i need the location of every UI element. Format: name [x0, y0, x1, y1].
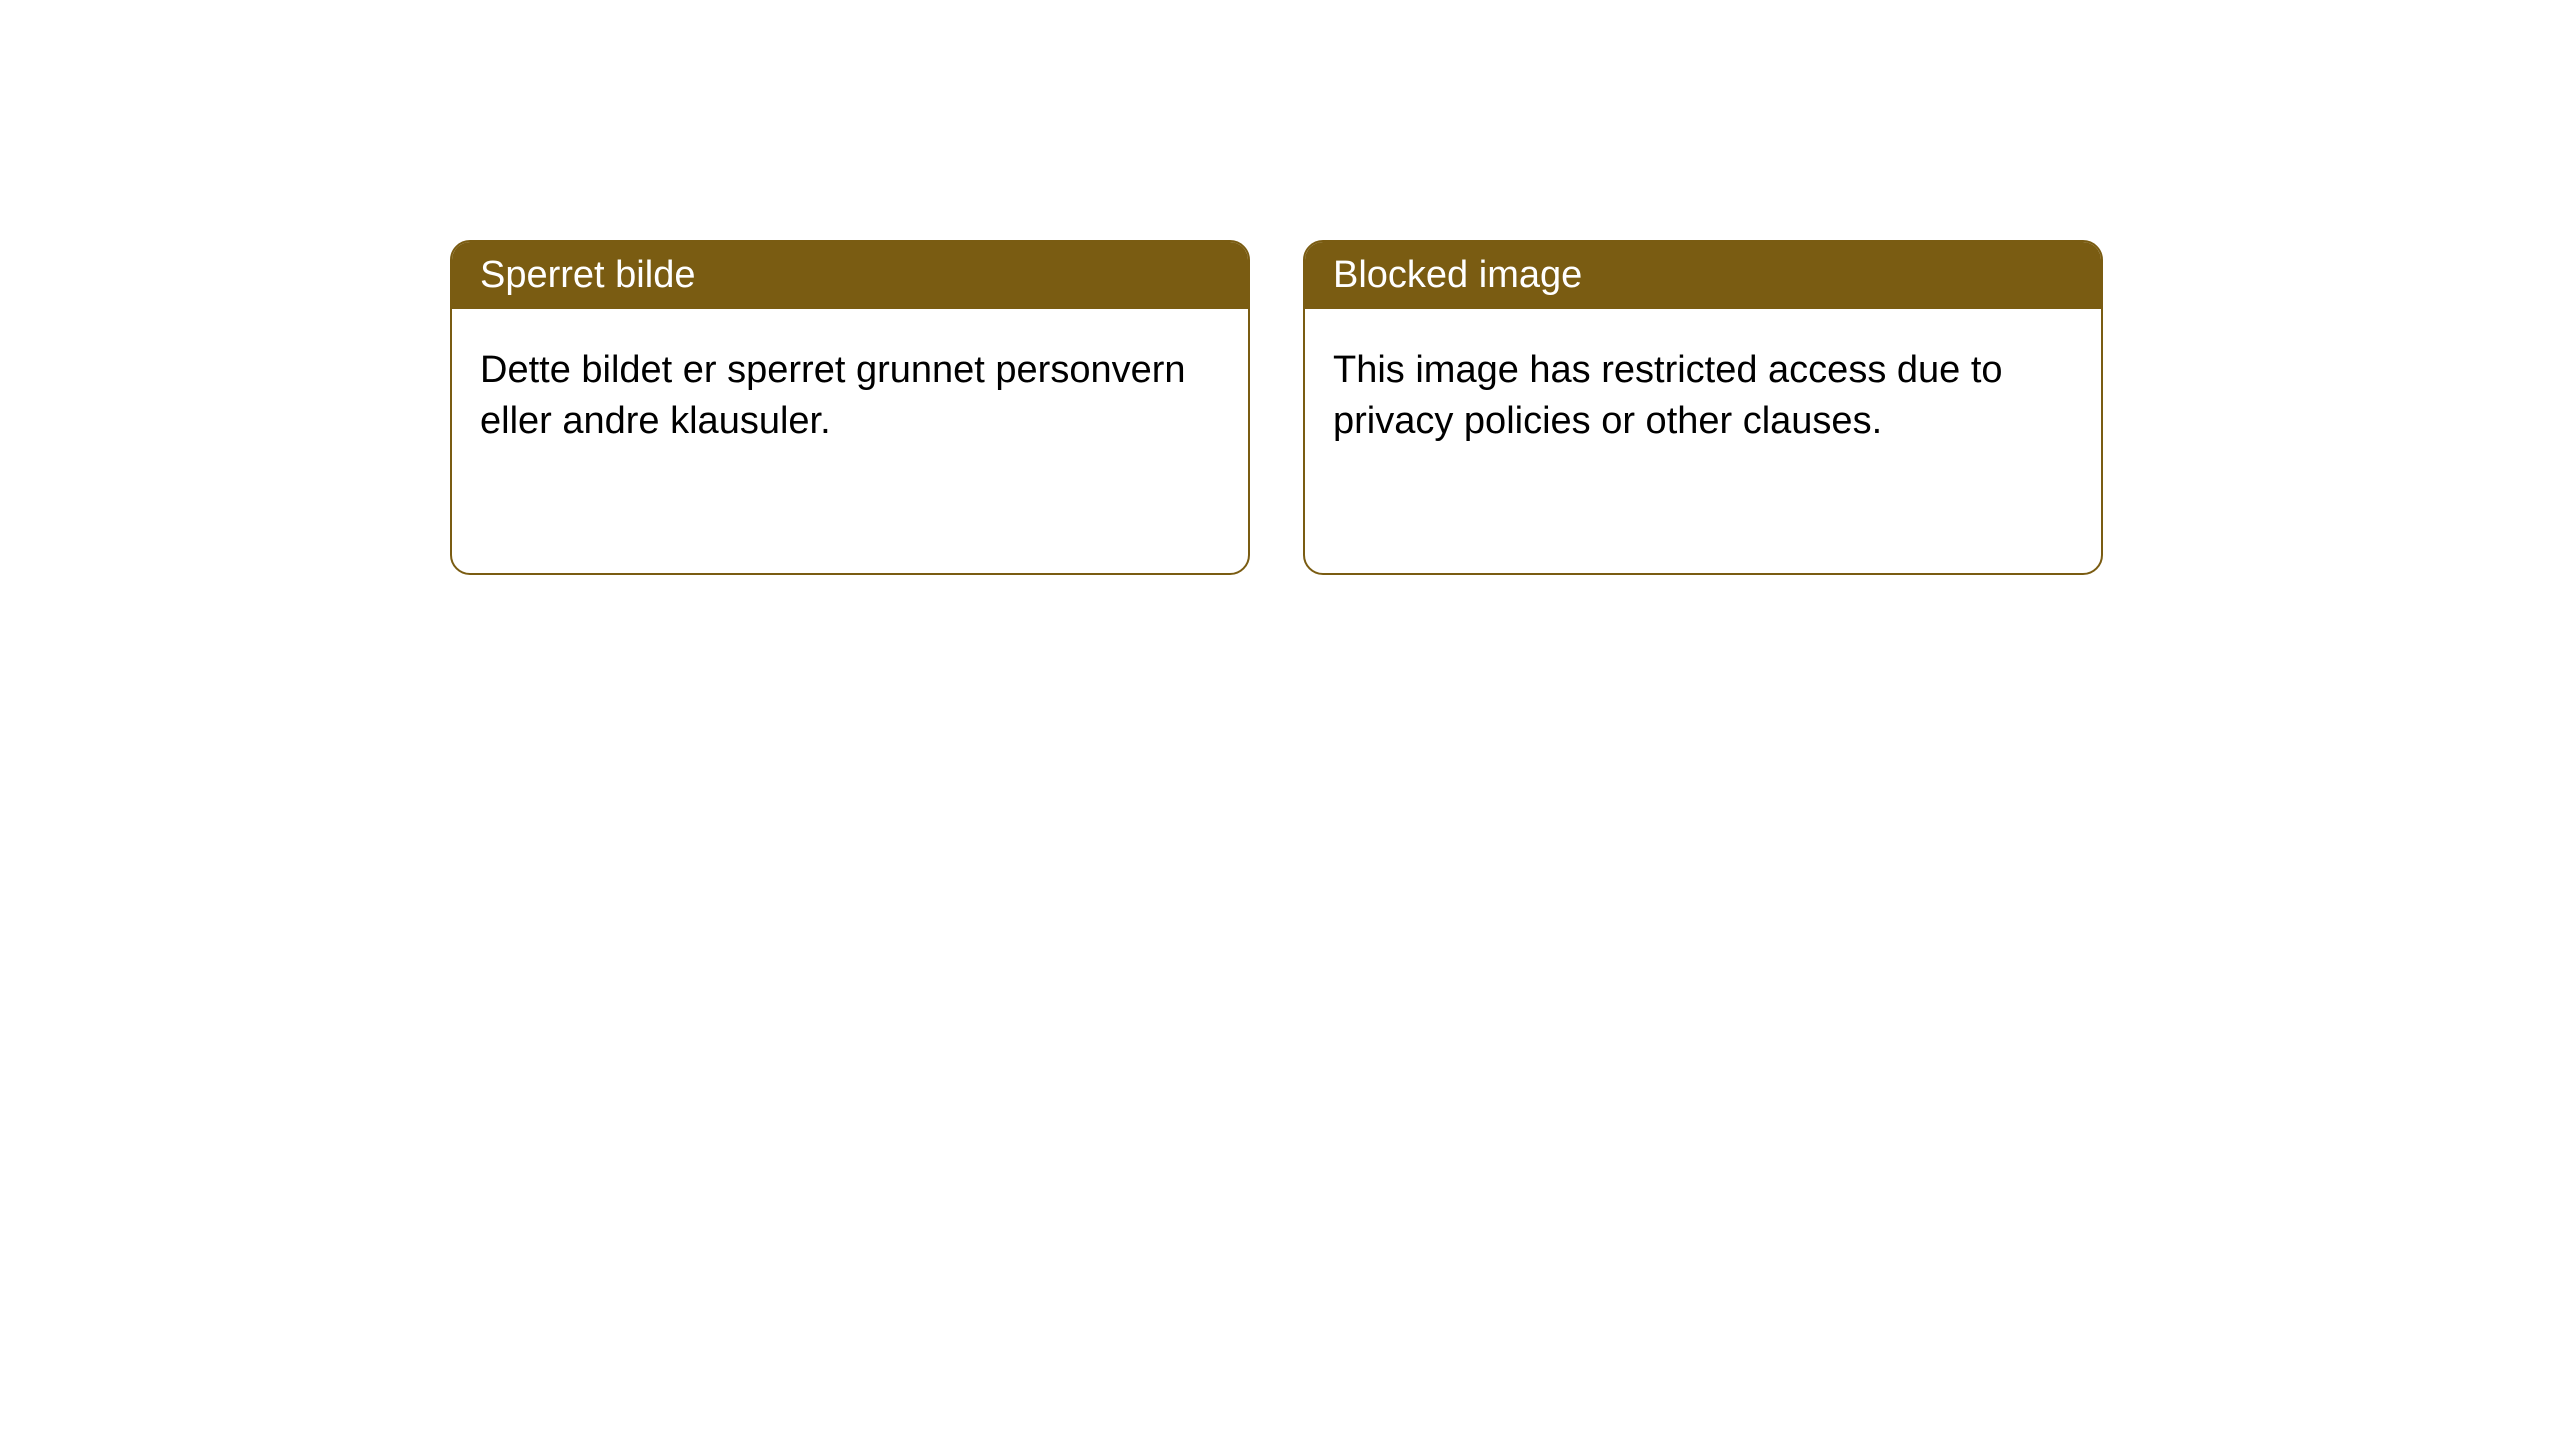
card-body-english: This image has restricted access due to … — [1305, 309, 2101, 484]
card-body-norwegian: Dette bildet er sperret grunnet personve… — [452, 309, 1248, 484]
card-norwegian: Sperret bilde Dette bildet er sperret gr… — [450, 240, 1250, 575]
cards-container: Sperret bilde Dette bildet er sperret gr… — [450, 240, 2103, 575]
card-header-norwegian: Sperret bilde — [452, 242, 1248, 309]
card-header-english: Blocked image — [1305, 242, 2101, 309]
card-title-norwegian: Sperret bilde — [480, 254, 695, 296]
card-english: Blocked image This image has restricted … — [1303, 240, 2103, 575]
card-text-english: This image has restricted access due to … — [1333, 349, 2003, 442]
card-title-english: Blocked image — [1333, 254, 1582, 296]
card-text-norwegian: Dette bildet er sperret grunnet personve… — [480, 349, 1186, 442]
